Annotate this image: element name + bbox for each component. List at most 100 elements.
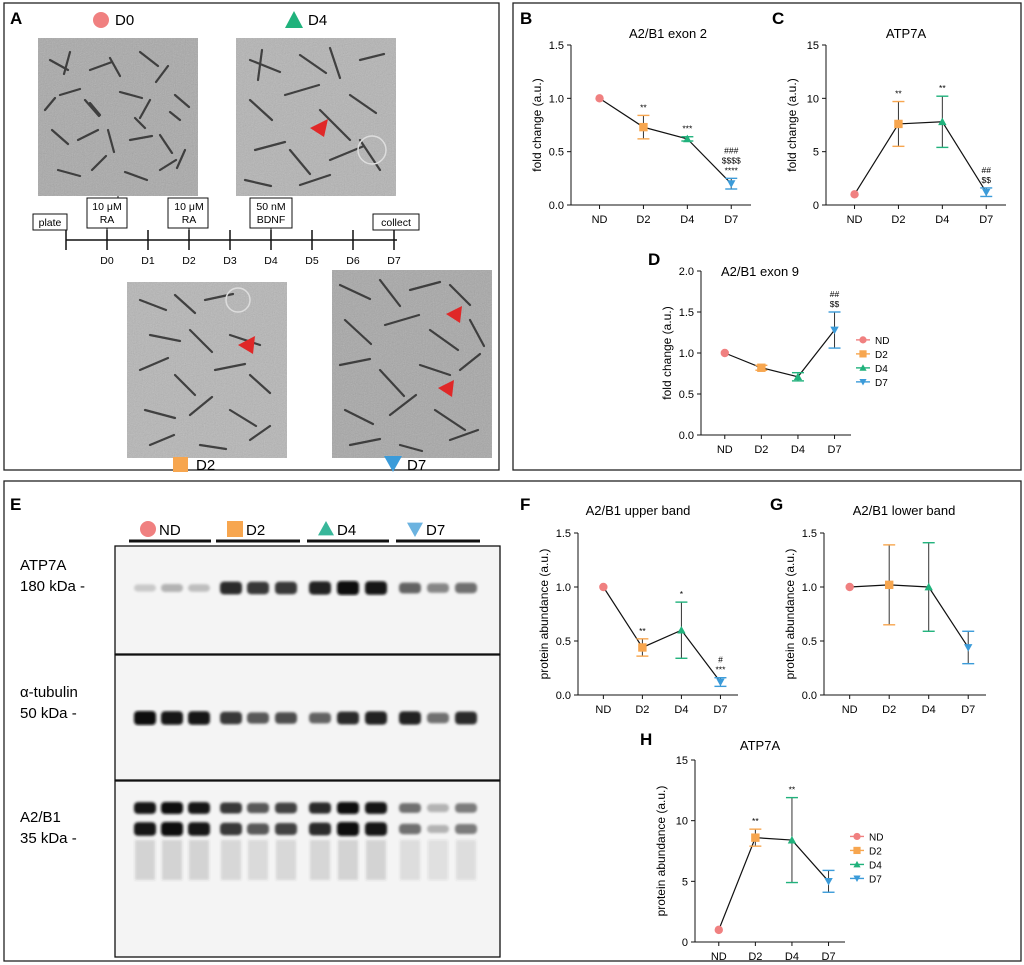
blot-group-label-d7: D7 [426,522,445,539]
chart-g-point-d4 [924,582,933,591]
chart-f-point-nd [599,582,608,592]
timeline-box-text-1-0: 10 μM [92,201,121,213]
blot-group-d7-icon [407,522,423,537]
chart-c-point-nd [850,190,859,199]
blot-2-band-2-0 [188,802,210,814]
timeline-box-4 [372,213,420,231]
blot-2-band-7-1 [337,822,359,836]
arrowhead-d7-top [446,306,462,323]
chart-b-xtick-label-nd: ND [592,214,608,226]
chart-f-ytick-label-1.0: 1.0 [556,582,571,594]
blot-0-band-1-0 [161,584,183,592]
chart-b-annotation-3-0: **** [725,165,739,175]
blot-2-band-1-0 [161,802,183,814]
blot-0-band-4-0 [247,581,269,595]
chart-d-ytick-label-0.5: 0.5 [679,389,694,401]
chart-h-legend-label-d7: D7 [869,874,882,885]
blot-1-band-2-0 [188,711,210,725]
panel-a-frame [3,2,500,471]
blot-2-band-4-0 [247,802,269,814]
blot-0-band-6-0 [309,581,331,595]
chart-g-ytick-label-0.5: 0.5 [802,636,817,648]
chart-c-annotation-3-1: ## [982,165,992,175]
timeline-label-d2: D2 [182,255,196,267]
chart-d-xtick-label-d4: D4 [791,444,805,456]
chart-h-legend-marker-nd [853,832,861,841]
chart-c-xtick-label-nd: ND [847,214,863,226]
blot-rows: ATP7A 180 kDa - α-tubulin 50 kDa - A2/B1 35 k… [20,545,501,958]
chart-h-xtick-label-nd: ND [711,951,727,963]
timeline-label-d6: D6 [346,255,360,267]
timeline-box-1 [86,197,128,229]
chart-b-ytick-label-1.0: 1.0 [549,93,564,105]
blot-0-band-7-0 [337,581,359,595]
blot-2-protein-label: A2/B1 [20,809,61,826]
chart-b: B A2/B1 exon 2 0.0 0.5 1.0 1.5 fold change (a.… [520,9,751,226]
chart-h: H ATP7A 0 5 10 15 protein abundance (a.u.) ND D2… [640,730,883,963]
blot-1-band-9-0 [399,711,421,725]
chart-b-annotation-2-0: *** [682,124,693,134]
chart-g-xtick-label-d7: D7 [961,704,975,716]
chart-f: F A2/B1 upper band 0.0 0.5 1.0 1.5 protein abu… [520,495,738,716]
chart-f-annotation-3-1: # [718,655,723,665]
cells-d2 [138,292,272,451]
chart-c-series-line [854,121,987,195]
blot-1-protein-label: α-tubulin [20,684,78,701]
chart-f-xtick-label-d2: D2 [635,704,649,716]
blot-group-label-nd: ND [159,522,181,539]
blot-2-smear-7 [338,840,358,880]
chart-b-annotation-1-0: ** [640,102,647,112]
micrograph-d4 [236,38,396,196]
blot-0-band-2-0 [188,584,210,592]
chart-d-annotation-3-0: $$ [830,299,840,309]
blot-0-protein-label: ATP7A [20,557,66,574]
chart-g-xtick-label-d4: D4 [922,704,936,716]
chart-d-ytick-label-0.0: 0.0 [679,430,694,442]
timeline-box-text-0-0: plate [39,217,62,229]
chart-f-xtick-label-d4: D4 [674,704,688,716]
micrograph-d7 [332,270,492,458]
marker-d0-icon [93,12,109,28]
blot-2-smear-4 [248,840,268,880]
blot-2-band-11-0 [455,803,477,813]
chart-d-panel-label: D [648,250,660,269]
chart-d-title: A2/B1 exon 9 [721,264,799,279]
chart-d-xtick-label-nd: ND [717,444,733,456]
chart-f-xtick-label-nd: ND [595,704,611,716]
chart-f-panel-label: F [520,495,530,514]
chart-h-xtick-label-d4: D4 [785,951,799,963]
chart-h-series-line [718,837,829,931]
arrowhead-d7-bottom [438,380,454,397]
blot-2-band-3-0 [220,802,242,814]
chart-b-series-line [599,97,732,185]
chart-h-panel-label: H [640,730,652,749]
marker-d2-label: D2 [196,457,215,474]
blot-0-band-10-0 [427,583,449,593]
chart-c-point-d7 [982,188,991,197]
chart-d-point-d2 [757,363,766,372]
chart-h-legend-label-nd: ND [869,832,883,843]
marker-d7-icon [384,456,402,472]
chart-h-xtick-label-d2: D2 [748,951,762,963]
chart-c-annotation-2-0: ** [939,83,946,93]
chart-b-ytick-label-1.5: 1.5 [549,40,564,52]
chart-h-point-nd [714,925,723,935]
blot-2-band-2-1 [188,822,210,836]
chart-d-legend-label-d7: D7 [875,378,888,389]
blot-2-band-8-0 [365,802,387,814]
timeline-label-d4: D4 [264,255,278,267]
blot-1-band-3-0 [220,711,242,725]
chart-b-ylabel: fold change (a.u.) [530,78,544,171]
marker-d2-icon [173,457,188,472]
chart-c-annotation-3-0: $$ [982,175,992,185]
chart-b-panel-label: B [520,9,532,28]
chart-c-ytick-label-10: 10 [807,93,819,105]
chart-d-legend-marker-d4 [859,364,867,371]
timeline-box-text-2-0: 10 μM [174,201,203,213]
blot-0-band-9-0 [399,582,421,594]
chart-b-point-d2 [639,122,648,132]
chart-d-point-nd [720,348,729,358]
chart-c-point-d2 [894,119,903,129]
chart-f-ytick-label-0.5: 0.5 [556,636,571,648]
